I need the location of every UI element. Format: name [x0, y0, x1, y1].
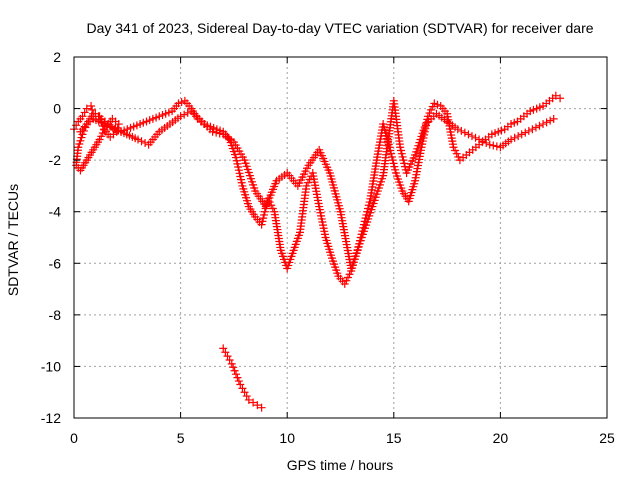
data-point	[485, 140, 494, 149]
data-point	[236, 380, 245, 389]
data-point	[551, 91, 560, 100]
data-point	[467, 132, 476, 141]
data-point	[215, 129, 224, 138]
data-point	[242, 392, 251, 401]
data-point	[517, 130, 526, 139]
y-tick-label: 2	[53, 49, 61, 65]
data-point	[539, 120, 548, 129]
plot-frame	[73, 56, 608, 419]
data-point	[183, 108, 192, 117]
data-point	[223, 352, 232, 361]
data-point	[475, 135, 484, 144]
data-point	[249, 398, 258, 407]
data-point	[460, 128, 469, 137]
data-point	[244, 395, 253, 404]
y-tick-label: -12	[41, 410, 61, 426]
data-point	[542, 118, 551, 127]
data-point	[528, 125, 537, 134]
data-point	[453, 125, 462, 134]
data-point	[521, 128, 530, 137]
data-point	[478, 137, 487, 146]
x-tick-label: 0	[70, 430, 78, 446]
x-tick-label: 15	[386, 430, 402, 446]
data-point	[141, 138, 150, 147]
data-point	[227, 359, 236, 368]
data-point	[257, 403, 266, 412]
data-point	[232, 370, 241, 379]
data-point	[212, 128, 221, 137]
data-point	[225, 355, 234, 364]
data-point	[489, 141, 498, 150]
data-point	[133, 135, 142, 144]
data-point	[79, 126, 88, 135]
series-markers	[219, 344, 266, 412]
x-tick-label: 10	[279, 430, 295, 446]
data-point	[180, 110, 189, 119]
data-point	[233, 373, 242, 382]
data-point	[87, 101, 96, 110]
data-point	[549, 114, 558, 123]
y-tick-label: 0	[53, 101, 61, 117]
data-point	[492, 142, 501, 151]
data-point	[507, 135, 516, 144]
data-point	[221, 348, 230, 357]
x-tick-label: 25	[599, 430, 615, 446]
data-point	[464, 130, 473, 139]
data-point	[510, 133, 519, 142]
data-point	[82, 104, 91, 113]
data-point	[234, 377, 243, 386]
y-axis-label: SDTVAR / TECUs	[5, 184, 21, 296]
data-point	[546, 116, 555, 125]
y-tick-label: -2	[49, 152, 62, 168]
data-points	[70, 91, 565, 412]
data-point	[230, 366, 239, 375]
data-point	[535, 121, 544, 130]
data-point	[253, 401, 262, 410]
y-tick-label: -6	[49, 255, 62, 271]
data-point	[482, 138, 491, 147]
x-axis-label: GPS time / hours	[287, 457, 394, 473]
data-point	[80, 108, 89, 117]
data-point	[176, 112, 185, 121]
data-point	[457, 126, 466, 135]
data-point	[471, 133, 480, 142]
data-point	[514, 132, 523, 141]
data-point	[238, 384, 247, 393]
data-point	[531, 123, 540, 132]
chart-title: Day 341 of 2023, Sidereal Day-to-day VTE…	[86, 20, 593, 36]
x-tick-label: 5	[177, 430, 185, 446]
y-tick-label: -8	[49, 307, 62, 323]
data-point	[524, 126, 533, 135]
data-point	[229, 363, 238, 372]
data-point	[240, 388, 249, 397]
data-point	[137, 137, 146, 146]
data-point	[219, 344, 228, 353]
data-point	[72, 121, 81, 130]
y-tick-label: -10	[41, 358, 61, 374]
x-tick-label: 20	[493, 430, 509, 446]
series-markers	[76, 96, 558, 273]
data-point	[208, 127, 217, 136]
axis-ticks: 0 5 10 15 20 25 -12 -10 -8 -6 -4 -2 0 2	[41, 49, 615, 446]
series-markers	[70, 91, 565, 288]
y-tick-label: -4	[49, 204, 62, 220]
data-point	[556, 94, 565, 103]
